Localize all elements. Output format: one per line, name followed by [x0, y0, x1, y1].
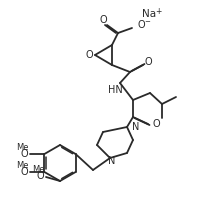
Text: O: O	[21, 149, 28, 159]
Text: O: O	[153, 119, 161, 129]
Text: +: +	[155, 7, 161, 16]
Text: O: O	[36, 171, 44, 181]
Text: O: O	[21, 167, 28, 177]
Text: Me: Me	[16, 143, 29, 152]
Text: O: O	[144, 57, 152, 67]
Text: Na: Na	[142, 9, 156, 19]
Text: HN: HN	[108, 85, 122, 95]
Text: Me: Me	[32, 165, 44, 174]
Text: O: O	[99, 15, 107, 25]
Text: −: −	[144, 19, 150, 25]
Text: Me: Me	[16, 161, 29, 170]
Text: O: O	[138, 20, 146, 30]
Text: N: N	[108, 156, 116, 166]
Text: O: O	[85, 50, 93, 60]
Text: N: N	[132, 122, 139, 132]
